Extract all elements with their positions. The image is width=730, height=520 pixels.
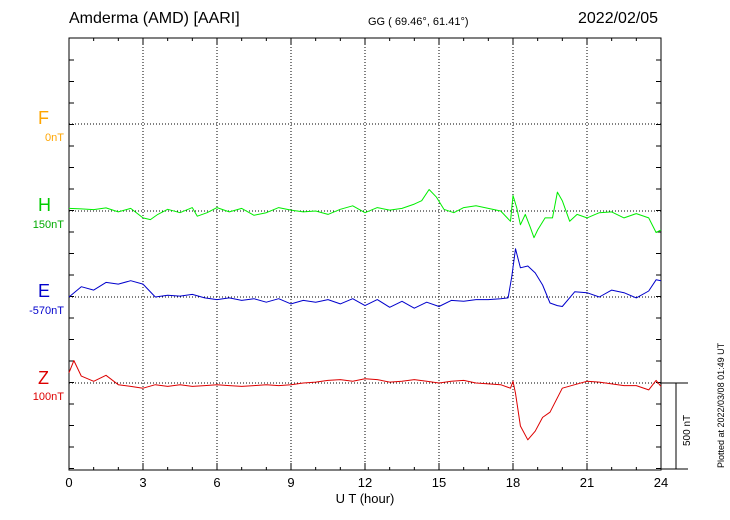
x-tick-label: 9 bbox=[287, 475, 294, 490]
x-axis-label: U T (hour) bbox=[336, 491, 395, 506]
component-label-e: E bbox=[38, 281, 51, 301]
x-tick-label: 0 bbox=[65, 475, 72, 490]
series-line-e bbox=[68, 248, 662, 309]
component-baseline-h: 150nT bbox=[32, 219, 64, 231]
component-baseline-e: -570nT bbox=[29, 305, 64, 317]
x-tick-label: 24 bbox=[654, 475, 668, 490]
scale-bar-label: 500 nT bbox=[682, 414, 693, 446]
station-coordinates: GG ( 69.46°, 61.41°) bbox=[368, 16, 469, 28]
chart-date: 2022/02/05 bbox=[578, 10, 659, 27]
x-tick-label: 12 bbox=[358, 475, 372, 490]
series-line-h bbox=[68, 189, 662, 239]
x-tick-label: 15 bbox=[432, 475, 446, 490]
station-title: Amderma (AMD) [AARI] bbox=[69, 10, 240, 27]
x-tick-label: 18 bbox=[506, 475, 520, 490]
component-label-h: H bbox=[38, 195, 51, 215]
component-label-f: F bbox=[38, 108, 49, 128]
series-line-z bbox=[68, 360, 662, 441]
x-tick-label: 21 bbox=[580, 475, 594, 490]
plotted-timestamp: Plotted at 2022/03/08 01:49 UT bbox=[716, 342, 726, 468]
component-baseline-f: 0nT bbox=[45, 132, 64, 144]
component-baseline-z: 100nT bbox=[32, 391, 64, 403]
x-tick-label: 3 bbox=[139, 475, 146, 490]
component-label-z: Z bbox=[38, 368, 49, 388]
x-tick-label: 6 bbox=[213, 475, 220, 490]
